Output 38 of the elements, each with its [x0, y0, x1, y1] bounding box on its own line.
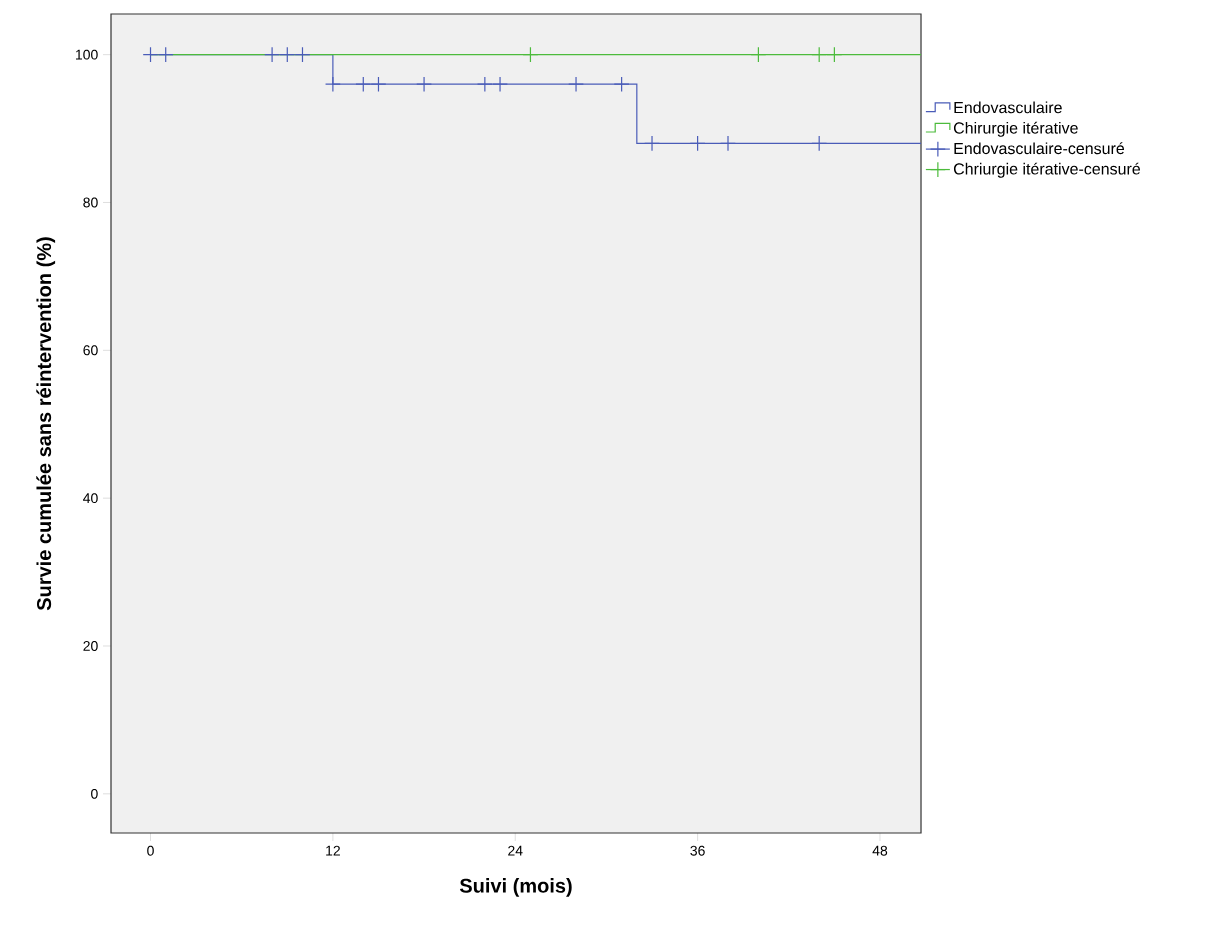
y-tick-label: 80	[83, 197, 98, 208]
x-tick-label: 36	[690, 845, 705, 856]
point	[476, 76, 493, 93]
point	[157, 46, 174, 63]
x-axis-title: Suivi (mois)	[459, 878, 572, 897]
y-axis-title: Survie cumulée sans réintervention (%)	[36, 237, 56, 611]
legend-label: Chriurgie itérative-censuré	[953, 162, 1141, 178]
point	[355, 76, 372, 93]
y-tick-label: 0	[91, 788, 98, 799]
x-tick-label: 48	[872, 845, 888, 856]
point	[826, 46, 843, 63]
point	[811, 46, 828, 63]
y-tick-label: 100	[76, 49, 98, 60]
point	[750, 46, 767, 63]
point	[294, 46, 311, 63]
point	[644, 135, 660, 152]
y-tick-label: 40	[83, 493, 98, 504]
point	[811, 135, 828, 152]
point	[492, 76, 508, 93]
legend-label: Endovasculaire-censuré	[954, 142, 1125, 155]
point	[370, 76, 387, 93]
x-tick-label: 24	[508, 845, 523, 856]
x-tick-label: 0	[147, 845, 154, 856]
point	[142, 46, 159, 63]
point	[720, 135, 736, 152]
legend-label: Chirurgie itérative	[953, 121, 1078, 137]
point	[279, 46, 296, 63]
point	[416, 76, 432, 93]
legend-label: Endovasculaire	[954, 101, 1062, 114]
point	[324, 76, 341, 93]
point	[568, 76, 584, 93]
y-tick-label: 20	[83, 641, 98, 651]
point	[689, 135, 706, 152]
y-tick-label: 60	[83, 345, 98, 356]
point	[522, 46, 539, 63]
point	[264, 46, 281, 63]
point	[613, 76, 630, 93]
x-tick-label: 12	[326, 845, 340, 856]
